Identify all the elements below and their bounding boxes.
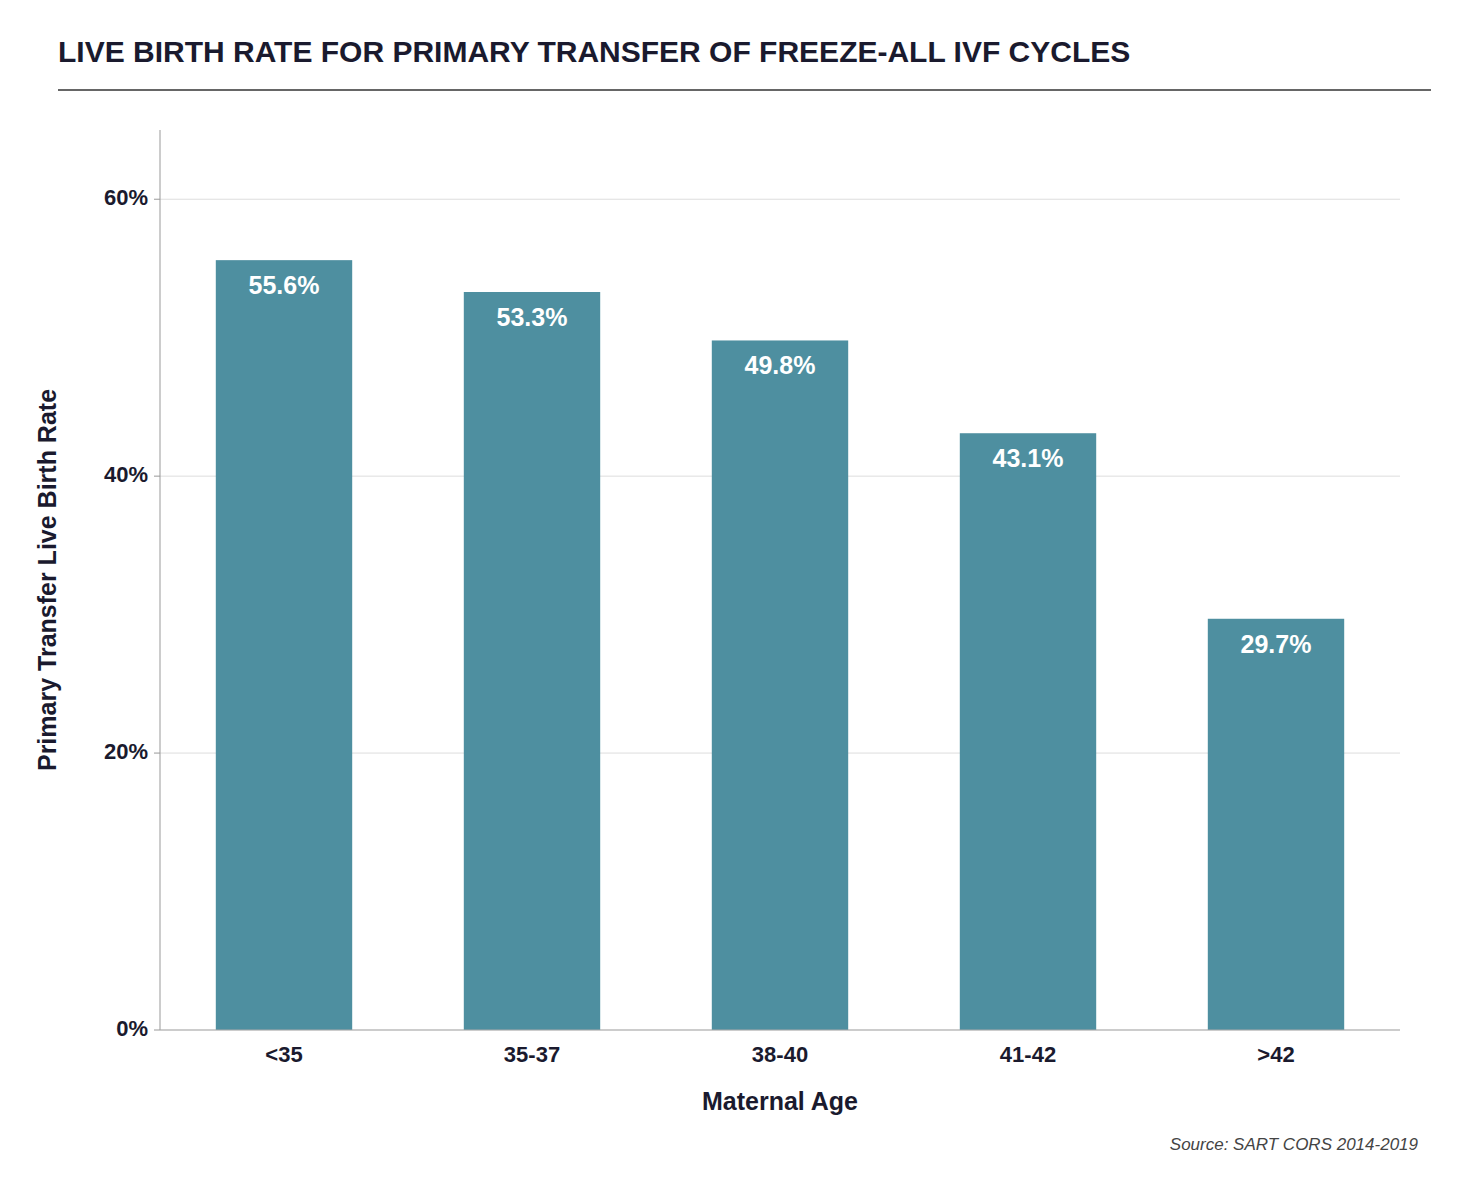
y-tick [154,1030,160,1031]
data-label: 55.6% [249,271,320,299]
data-label: 49.8% [745,351,816,379]
data-label: 53.3% [497,303,568,331]
x-tick-label: >42 [1257,1042,1294,1067]
y-tick-label: 20% [104,739,148,764]
data-label: 43.1% [993,444,1064,472]
y-axis-label: Primary Transfer Live Birth Rate [33,389,61,771]
chart-title: LIVE BIRTH RATE FOR PRIMARY TRANSFER OF … [58,35,1130,68]
x-axis-line [160,1029,1400,1030]
y-tick [154,476,160,477]
bar [960,433,1096,1030]
bar [216,260,352,1030]
chart-svg: LIVE BIRTH RATE FOR PRIMARY TRANSFER OF … [0,0,1460,1183]
source-note: Source: SART CORS 2014-2019 [1170,1135,1419,1154]
bars [216,260,1344,1030]
y-tick [154,753,160,754]
chart-container: LIVE BIRTH RATE FOR PRIMARY TRANSFER OF … [0,0,1460,1183]
y-tick-label: 60% [104,185,148,210]
y-tick [154,199,160,200]
x-axis-label: Maternal Age [702,1087,858,1115]
x-axis: <35 35-37 38-40 41-42 >42 [160,1030,1400,1067]
y-axis: 0% 20% 40% 60% [104,130,160,1041]
x-tick-label: 35-37 [504,1042,560,1067]
bar [1208,619,1344,1030]
grid [160,199,1400,1030]
data-labels: 55.6% 53.3% 49.8% 43.1% 29.7% [249,271,1312,658]
y-tick-label: 40% [104,462,148,487]
data-label: 29.7% [1241,630,1312,658]
grid-line [160,1030,1400,1031]
y-axis-line [160,130,161,1030]
title-rule [58,89,1431,91]
y-tick-label: 0% [116,1016,148,1041]
bar [712,340,848,1030]
bar [464,292,600,1030]
background [0,0,1460,1183]
x-tick-label: 41-42 [1000,1042,1056,1067]
x-tick-label: 38-40 [752,1042,808,1067]
x-tick-label: <35 [265,1042,302,1067]
grid-line [160,199,1400,200]
